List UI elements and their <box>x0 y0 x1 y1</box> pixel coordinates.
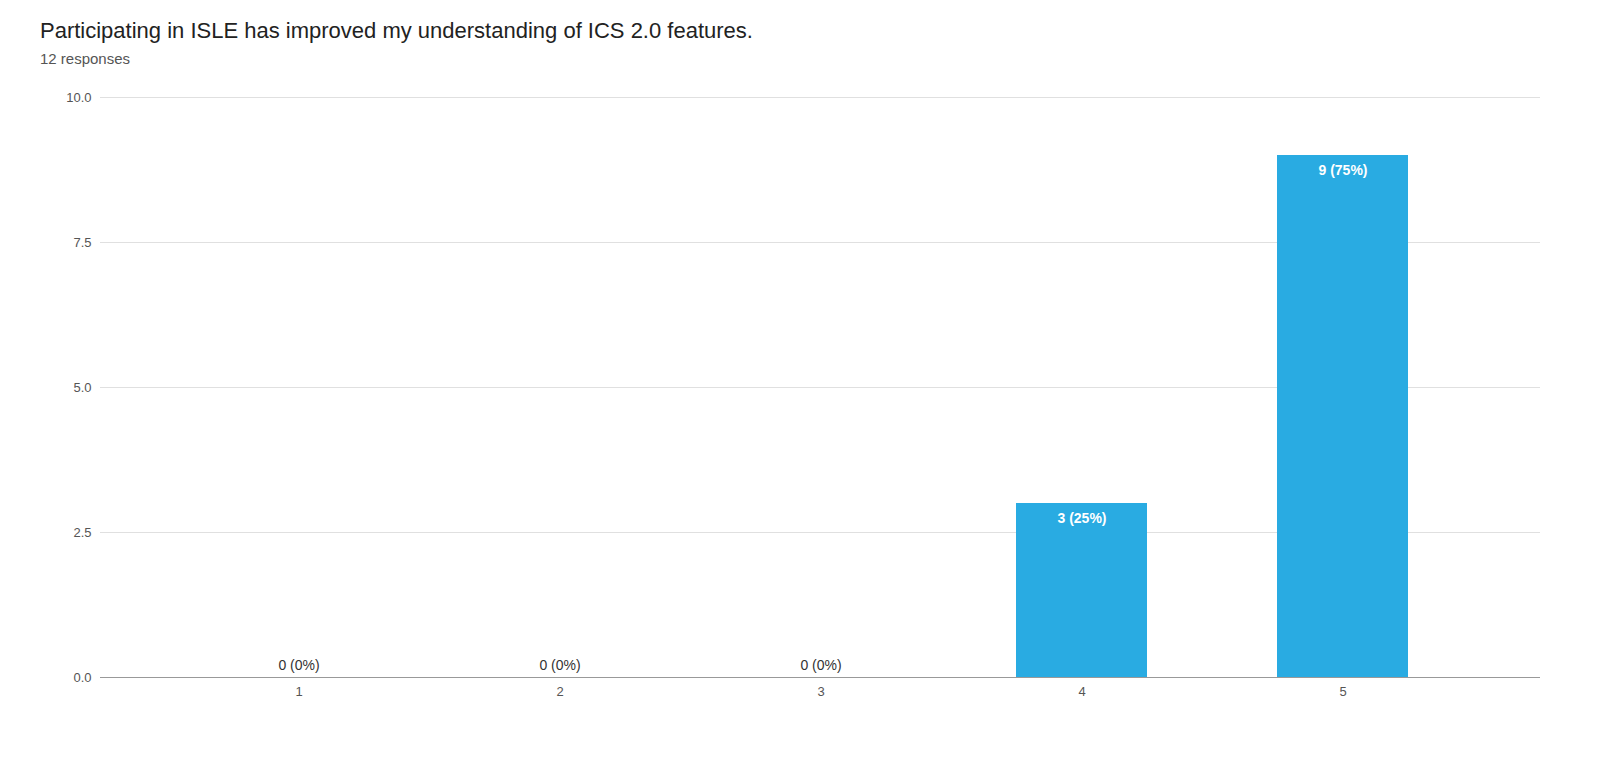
html-text:12 responses: 12 responses <box>40 50 131 67</box>
svg-text:10.0: 10.0 <box>66 90 91 105</box>
svg-text:3 (25%): 3 (25%) <box>1057 510 1106 526</box>
html-text:Participating in ISLE has impr: Participating in ISLE has improved my un… <box>40 18 753 43</box>
svg-text:9 (75%): 9 (75%) <box>1318 162 1367 178</box>
svg-text:4: 4 <box>1078 684 1085 699</box>
svg-text:1: 1 <box>295 684 302 699</box>
svg-text:5.0: 5.0 <box>73 380 91 395</box>
svg-text:5: 5 <box>1339 684 1346 699</box>
svg-text:0 (0%): 0 (0%) <box>278 657 319 673</box>
svg-text:0.0: 0.0 <box>73 670 91 685</box>
svg-text:0 (0%): 0 (0%) <box>800 657 841 673</box>
svg-text:7.5: 7.5 <box>73 235 91 250</box>
svg-text:2: 2 <box>556 684 563 699</box>
svg-text:3: 3 <box>817 684 824 699</box>
svg-text:2.5: 2.5 <box>73 525 91 540</box>
svg-text:0 (0%): 0 (0%) <box>539 657 580 673</box>
